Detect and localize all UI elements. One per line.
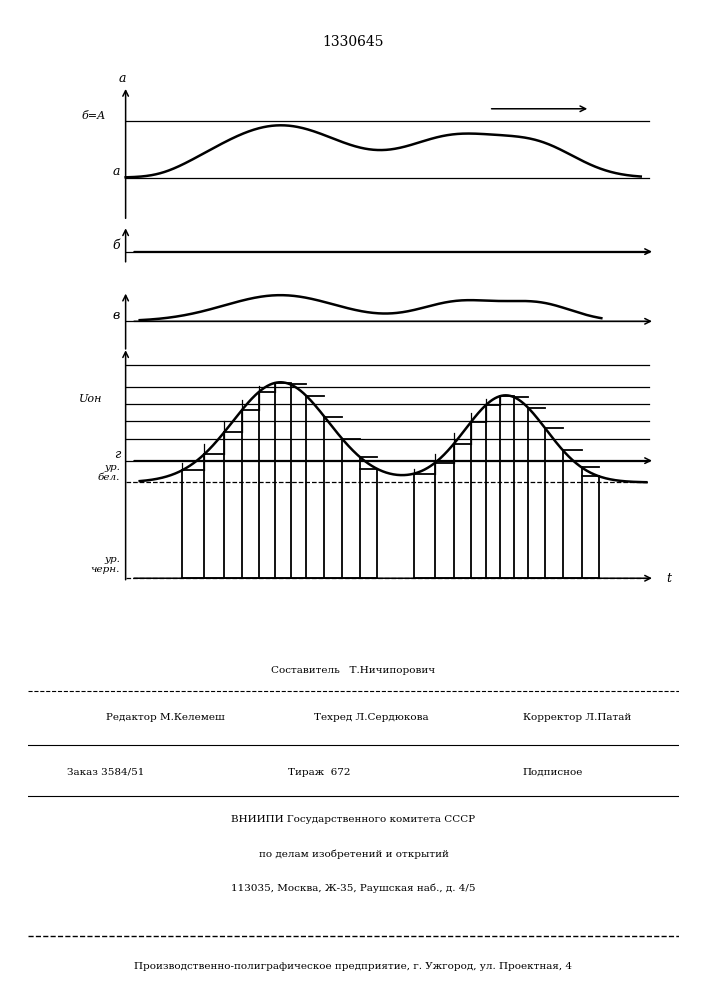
Text: а: а	[119, 72, 127, 85]
Text: г: г	[114, 448, 120, 461]
Text: Заказ 3584/51: Заказ 3584/51	[67, 768, 145, 777]
Text: Редактор М.Келемеш: Редактор М.Келемеш	[106, 713, 225, 722]
Text: 113035, Москва, Ж-35, Раушская наб., д. 4/5: 113035, Москва, Ж-35, Раушская наб., д. …	[231, 883, 476, 893]
Text: Составитель   Т.Ничипорович: Составитель Т.Ничипорович	[271, 666, 436, 675]
Text: б=A: б=A	[82, 111, 106, 121]
Text: по делам изобретений и открытий: по делам изобретений и открытий	[259, 849, 448, 859]
Text: ур.
бел.: ур. бел.	[98, 463, 120, 482]
Text: Производственно-полиграфическое предприятие, г. Ужгород, ул. Проектная, 4: Производственно-полиграфическое предприя…	[134, 962, 573, 971]
Text: Подписное: Подписное	[522, 768, 583, 777]
Text: а: а	[112, 165, 120, 178]
Text: б: б	[112, 239, 120, 252]
Text: в: в	[112, 309, 120, 322]
Text: Корректор Л.Патай: Корректор Л.Патай	[522, 713, 631, 722]
Text: ур.
черн.: ур. черн.	[90, 555, 120, 574]
Text: Тираж  672: Тираж 672	[288, 768, 351, 777]
Text: ВНИИПИ Государственного комитета СССР: ВНИИПИ Государственного комитета СССР	[231, 816, 476, 824]
Text: t: t	[667, 572, 672, 585]
Text: 1330645: 1330645	[323, 35, 384, 49]
Text: Uон: Uон	[78, 394, 102, 404]
Text: Техред Л.Сердюкова: Техред Л.Сердюкова	[315, 713, 429, 722]
